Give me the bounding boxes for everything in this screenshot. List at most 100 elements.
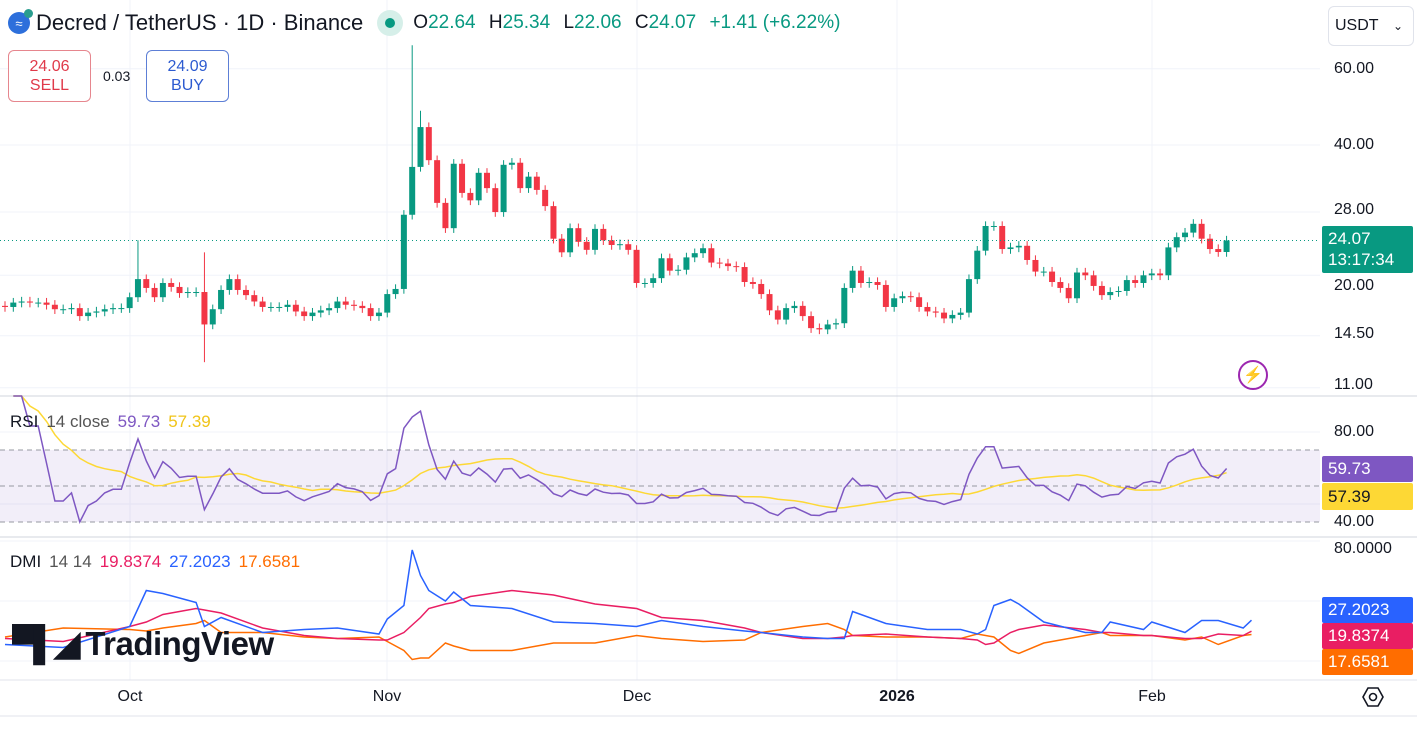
buy-button[interactable]: 24.09 BUY xyxy=(146,50,229,102)
candle-body xyxy=(218,289,225,310)
settings-icon[interactable] xyxy=(1362,686,1384,708)
candle-body xyxy=(575,228,582,242)
candle-body xyxy=(849,270,856,288)
candle-body xyxy=(184,292,191,294)
tradingview-logo-icon: ▀▌◢ xyxy=(12,625,80,663)
candle-body xyxy=(608,240,615,245)
candle-body xyxy=(517,162,524,189)
candle-body xyxy=(916,297,923,307)
candle-body xyxy=(1148,273,1155,276)
candle-body xyxy=(26,301,33,303)
watermark-text: TradingView xyxy=(85,625,274,662)
candle-body xyxy=(284,304,291,307)
close-label: C xyxy=(634,12,649,33)
candle-body xyxy=(1165,247,1172,276)
candle-body xyxy=(1198,223,1205,239)
candle-body xyxy=(974,250,981,280)
candle-body xyxy=(43,302,50,305)
candle-body xyxy=(1215,249,1222,253)
candle-body xyxy=(799,305,806,317)
candle-body xyxy=(1065,287,1072,299)
time-label: Dec xyxy=(622,688,652,705)
candle-body xyxy=(1082,272,1089,276)
plus-di-value: 27.2023 xyxy=(169,552,231,571)
candle-body xyxy=(708,248,715,263)
time-label: 2026 xyxy=(879,688,915,705)
dmi-lines xyxy=(4,549,1253,661)
candle-body xyxy=(209,309,216,325)
candle-body xyxy=(683,257,690,270)
time-label: Feb xyxy=(1138,688,1166,705)
sell-button[interactable]: 24.06 SELL xyxy=(8,50,91,102)
candle-body xyxy=(1040,271,1047,273)
ohlc-values: O22.64 H25.34 L22.06 C24.07 +1.41 (+6.22… xyxy=(413,12,840,34)
candle-body xyxy=(2,305,8,307)
candle-body xyxy=(1090,275,1097,286)
dmi-legend[interactable]: DMI 14 14 19.8374 27.2023 17.6581 xyxy=(10,552,308,572)
candle-body xyxy=(824,324,831,330)
candle-body xyxy=(483,172,490,189)
adx-value: 19.8374 xyxy=(99,552,162,571)
dmi-params: 14 14 xyxy=(49,552,92,571)
rsi-line xyxy=(13,395,1228,525)
candle-body xyxy=(550,206,557,239)
candle-body xyxy=(301,311,308,317)
candle-body xyxy=(641,282,648,284)
low-label: L xyxy=(563,12,575,33)
candle-body xyxy=(1057,282,1064,288)
candle-body xyxy=(351,304,358,306)
currency-select[interactable]: USDT ⌄ xyxy=(1328,6,1414,46)
candle-body xyxy=(126,297,133,309)
candle-body xyxy=(1098,285,1105,296)
candle-body xyxy=(616,244,623,246)
minus-di-value: 17.6581 xyxy=(238,552,301,571)
currency-value: USDT xyxy=(1335,17,1379,34)
candle-body xyxy=(650,278,657,283)
candle-body xyxy=(1032,259,1039,272)
candle-body xyxy=(93,311,100,313)
candle-body xyxy=(259,301,266,307)
candle-body xyxy=(442,202,449,229)
candle-body xyxy=(226,279,233,290)
candle-body xyxy=(625,244,632,250)
candle-body xyxy=(1173,237,1180,248)
candle-body xyxy=(492,188,499,213)
candle-body xyxy=(567,228,574,253)
candle-body xyxy=(342,301,349,305)
candle-body xyxy=(242,289,249,296)
adx-badge: 19.8374 xyxy=(1322,623,1413,649)
candle-body xyxy=(1223,240,1230,253)
candle-body xyxy=(857,270,864,283)
candle-body xyxy=(508,162,515,165)
candle-body xyxy=(700,248,707,254)
candle-body xyxy=(774,310,781,320)
rsi-legend[interactable]: RSI 14 close 59.73 57.39 xyxy=(10,412,219,432)
sell-label: SELL xyxy=(29,77,70,94)
high-label: H xyxy=(488,12,503,33)
candle-body xyxy=(982,225,989,251)
candle-body xyxy=(18,301,25,303)
candle-body xyxy=(749,282,756,284)
candle-body xyxy=(500,164,507,213)
candle-body xyxy=(359,305,366,309)
tradingview-watermark: ▀▌◢ TradingView xyxy=(12,624,274,664)
candle-body xyxy=(1132,280,1139,283)
candle-body xyxy=(450,163,457,229)
candle-body xyxy=(758,283,765,295)
candle-body xyxy=(392,288,399,295)
bar-countdown: 13:17:34 xyxy=(1328,250,1395,269)
candle-body xyxy=(1049,271,1056,283)
symbol-title[interactable]: Decred / TetherUS · 1D · Binance xyxy=(36,10,364,35)
candle-body xyxy=(542,189,549,207)
price-tick: 60.00 xyxy=(1334,60,1375,77)
lightning-icon[interactable]: ⚡ xyxy=(1238,360,1268,390)
candle-body xyxy=(467,192,474,201)
candle-body xyxy=(409,166,416,215)
candle-body xyxy=(1157,273,1164,276)
adx-line xyxy=(4,589,1252,646)
candle-body xyxy=(1182,232,1189,238)
candle-body xyxy=(1107,292,1114,296)
candle-body xyxy=(666,258,673,271)
open-label: O xyxy=(413,12,429,33)
